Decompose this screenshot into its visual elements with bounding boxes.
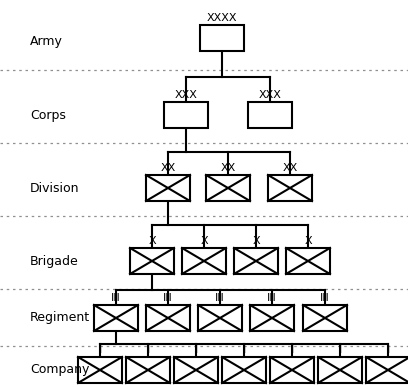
Bar (182, 248, 226, 274)
Text: I: I (290, 345, 294, 355)
Bar (174, 357, 218, 383)
Bar (234, 248, 278, 274)
Text: XXXX: XXXX (207, 13, 237, 23)
Bar (270, 357, 314, 383)
Bar (198, 305, 242, 331)
Text: III: III (111, 293, 121, 303)
Bar (206, 175, 250, 201)
Text: I: I (146, 345, 150, 355)
Bar (126, 357, 170, 383)
Bar (130, 248, 174, 274)
Text: III: III (267, 293, 277, 303)
Bar (164, 102, 208, 128)
Text: Division: Division (30, 182, 80, 195)
Text: X: X (252, 236, 260, 246)
Bar (250, 305, 294, 331)
Text: XX: XX (160, 163, 175, 173)
Bar (146, 305, 190, 331)
Bar (303, 305, 347, 331)
Text: III: III (215, 293, 225, 303)
Text: III: III (320, 293, 330, 303)
Bar (146, 175, 190, 201)
Text: Brigade: Brigade (30, 255, 79, 267)
Text: XX: XX (220, 163, 236, 173)
Text: Company: Company (30, 363, 89, 377)
Text: XX: XX (282, 163, 297, 173)
Text: Corps: Corps (30, 108, 66, 122)
Bar (366, 357, 408, 383)
Text: III: III (163, 293, 173, 303)
Text: X: X (200, 236, 208, 246)
Bar (200, 25, 244, 51)
Text: I: I (194, 345, 197, 355)
Text: I: I (386, 345, 390, 355)
Text: Army: Army (30, 36, 63, 48)
Bar (94, 305, 138, 331)
Text: I: I (338, 345, 341, 355)
Text: X: X (304, 236, 312, 246)
Text: Regiment: Regiment (30, 312, 90, 325)
Text: I: I (98, 345, 102, 355)
Bar (78, 357, 122, 383)
Bar (268, 175, 312, 201)
Text: XXX: XXX (259, 90, 282, 100)
Bar (222, 357, 266, 383)
Text: I: I (242, 345, 246, 355)
Text: X: X (148, 236, 156, 246)
Bar (248, 102, 292, 128)
Text: XXX: XXX (175, 90, 197, 100)
Bar (318, 357, 362, 383)
Bar (286, 248, 330, 274)
